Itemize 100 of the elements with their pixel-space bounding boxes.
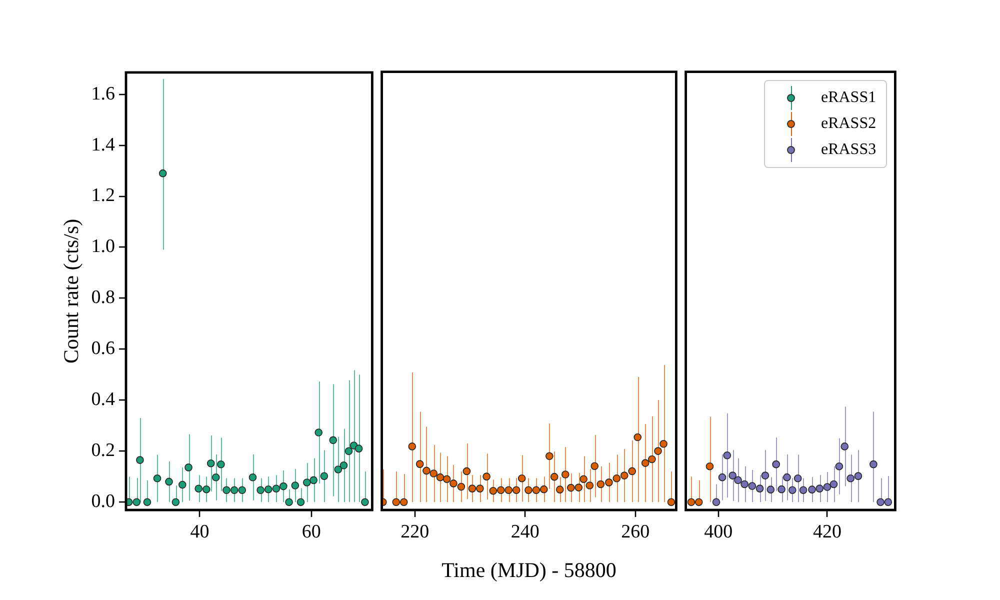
point <box>772 460 780 468</box>
point <box>512 486 520 494</box>
point <box>550 473 558 481</box>
point <box>723 452 731 460</box>
point <box>422 466 430 475</box>
point <box>230 486 238 494</box>
point <box>788 486 796 494</box>
point <box>340 461 348 469</box>
point <box>194 484 202 492</box>
point <box>808 486 816 494</box>
point <box>329 436 338 444</box>
y-tick-label: 1.4 <box>91 134 116 155</box>
point <box>660 440 668 448</box>
point <box>518 474 526 482</box>
point <box>457 483 466 491</box>
point <box>462 467 471 476</box>
point <box>876 498 884 506</box>
point <box>468 484 476 493</box>
point <box>612 474 621 482</box>
point <box>178 480 186 488</box>
legend-label: eRASS2 <box>820 114 876 134</box>
point <box>489 487 498 495</box>
point <box>778 486 786 494</box>
point <box>136 456 144 464</box>
point <box>314 428 323 436</box>
point <box>496 486 505 494</box>
y-tick-label: 0.6 <box>91 338 115 359</box>
point <box>416 460 424 468</box>
y-tick-label: 0.8 <box>91 286 115 308</box>
point <box>596 480 605 488</box>
point <box>840 442 848 451</box>
point <box>712 498 720 506</box>
point <box>206 459 215 467</box>
point <box>392 498 400 506</box>
point <box>344 446 353 455</box>
point <box>628 467 636 476</box>
x-tick-label: 400 <box>704 522 733 543</box>
point <box>442 475 451 484</box>
point <box>756 484 764 493</box>
point <box>310 476 318 484</box>
x-tick-label: 240 <box>510 522 540 543</box>
point <box>285 498 293 506</box>
point <box>504 486 512 494</box>
point <box>291 481 300 490</box>
point <box>524 486 532 494</box>
point <box>436 474 444 482</box>
point <box>574 484 582 492</box>
point <box>766 486 774 494</box>
x-tick-label: 420 <box>812 522 842 543</box>
point <box>869 460 878 468</box>
point <box>830 480 838 488</box>
point <box>648 456 656 464</box>
x-tick-label: 40 <box>190 520 210 542</box>
point <box>556 486 564 494</box>
x-tick-label: 60 <box>302 520 321 542</box>
point <box>540 486 548 494</box>
point <box>854 472 862 480</box>
point <box>212 473 220 481</box>
point <box>734 476 742 484</box>
point <box>320 472 328 480</box>
point <box>694 498 703 506</box>
point <box>334 465 342 473</box>
point <box>748 482 756 490</box>
point <box>728 472 736 480</box>
point <box>799 486 808 494</box>
point <box>361 498 369 506</box>
point <box>761 472 769 480</box>
point <box>634 434 642 442</box>
legend-label: eRASS3 <box>820 140 876 160</box>
x-axis-title: Time (MJD) - 58800 <box>442 558 616 582</box>
point <box>706 462 714 470</box>
point <box>884 498 892 506</box>
legend-label: eRASS1 <box>820 88 876 108</box>
point <box>184 463 192 471</box>
point <box>408 442 416 451</box>
y-tick-label: 1.2 <box>91 184 115 206</box>
point <box>238 486 246 494</box>
point <box>641 459 650 468</box>
y-axis-title: Count rate (cts/s) <box>59 218 84 364</box>
point <box>816 484 824 493</box>
point <box>430 470 438 478</box>
point <box>302 478 311 486</box>
point <box>217 460 225 468</box>
point <box>165 477 173 486</box>
point <box>126 498 133 506</box>
point <box>620 472 628 480</box>
point <box>296 498 305 506</box>
point <box>272 484 280 492</box>
point <box>222 486 230 494</box>
point <box>566 484 575 492</box>
point <box>256 486 264 494</box>
point <box>482 472 490 481</box>
point <box>132 498 141 506</box>
point <box>590 462 598 470</box>
point <box>450 480 458 488</box>
point <box>667 498 676 506</box>
y-tick-label: 0.2 <box>91 440 115 461</box>
point <box>172 498 180 506</box>
point <box>248 473 257 481</box>
point <box>153 474 162 482</box>
